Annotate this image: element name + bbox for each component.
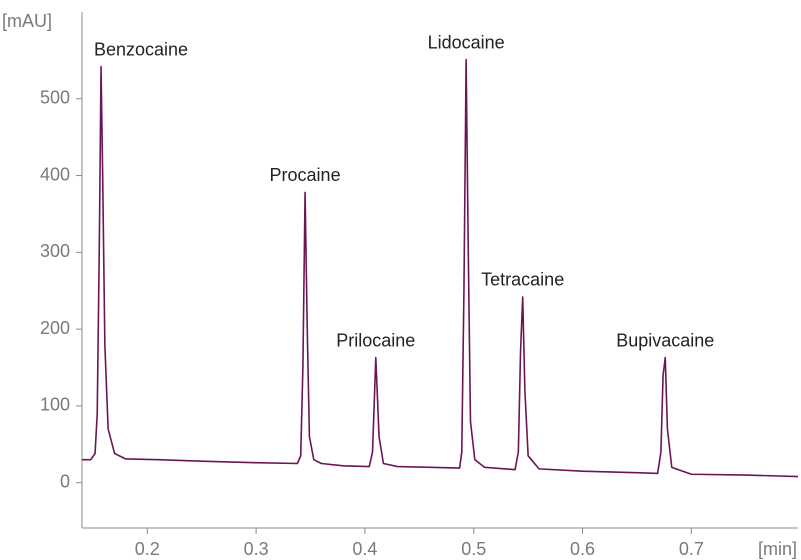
chromatogram-line	[82, 58, 799, 478]
y-tick-label: 400	[40, 164, 70, 184]
x-tick-label: 0.7	[679, 539, 704, 559]
peak-label: Benzocaine	[94, 39, 188, 59]
peak-label: Prilocaine	[336, 330, 415, 350]
peak-label: Procaine	[270, 165, 341, 185]
peak-label: Lidocaine	[428, 32, 505, 52]
y-axis-label: [mAU]	[2, 11, 52, 31]
x-tick-label: 0.5	[461, 539, 486, 559]
x-tick-label: 0.6	[570, 539, 595, 559]
x-tick-label: 0.4	[352, 539, 377, 559]
y-tick-label: 200	[40, 318, 70, 338]
peak-label: Tetracaine	[481, 270, 564, 290]
y-tick-label: 100	[40, 395, 70, 415]
x-axis-label: [min]	[758, 539, 797, 559]
y-tick-label: 500	[40, 88, 70, 108]
y-tick-label: 0	[60, 471, 70, 491]
y-tick-label: 300	[40, 241, 70, 261]
x-tick-label: 0.3	[244, 539, 269, 559]
peak-label: Bupivacaine	[616, 330, 714, 350]
x-tick-label: 0.2	[135, 539, 160, 559]
